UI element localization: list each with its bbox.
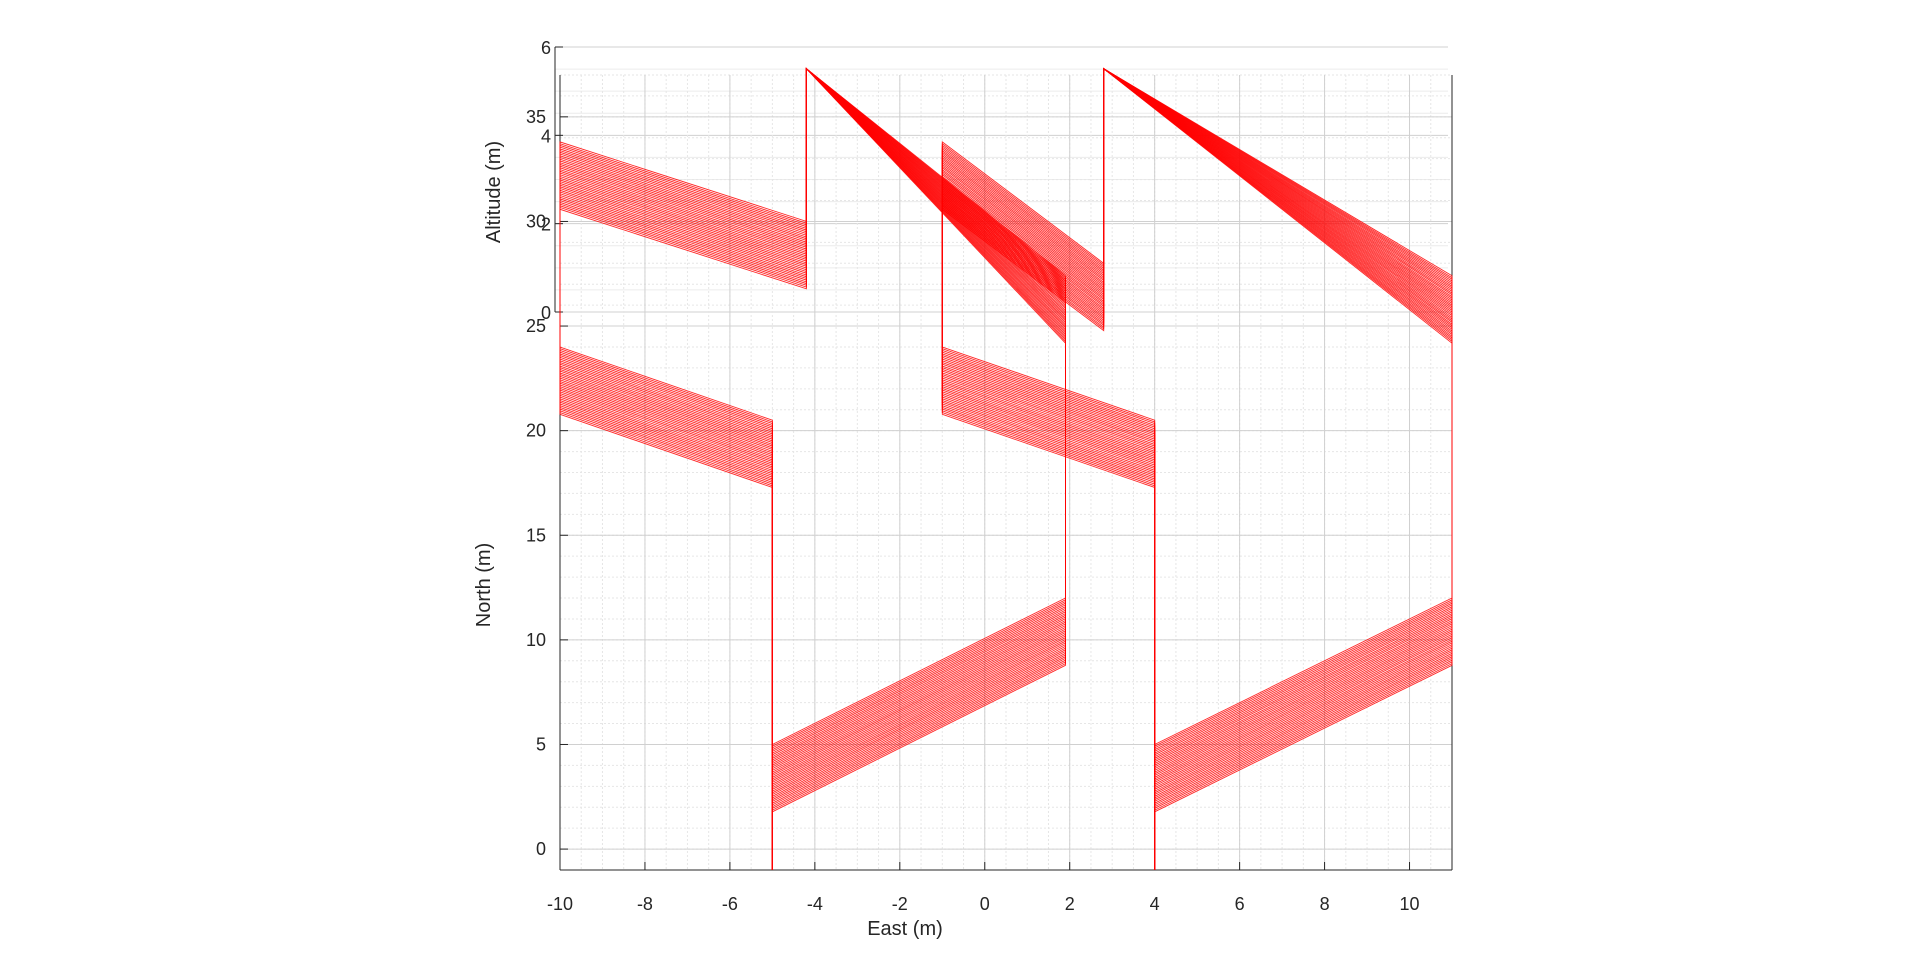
tick-labels: -10 -8 -6 -4 -2 0 2 4 6 8 10 0 5 10 15 20 25 30 35 0 2 4 6 bbox=[526, 38, 1420, 914]
y-tick-label: 5 bbox=[536, 734, 546, 754]
z-axis-label: Altitude (m) bbox=[483, 141, 505, 243]
y-tick-label: 30 bbox=[526, 211, 546, 231]
flight-path-sweep bbox=[559, 67, 1066, 870]
x-tick-label: 0 bbox=[980, 894, 990, 914]
z-tick-label: 4 bbox=[541, 126, 551, 146]
x-axis-label: East (m) bbox=[867, 918, 943, 940]
x-tick-label: 10 bbox=[1400, 894, 1420, 914]
x-tick-label: 2 bbox=[1065, 894, 1075, 914]
x-tick-label: -6 bbox=[722, 894, 738, 914]
y-tick-label: 20 bbox=[526, 421, 546, 441]
y-tick-label: 35 bbox=[526, 107, 546, 127]
x-tick-label: 4 bbox=[1150, 894, 1160, 914]
y-tick-label: 25 bbox=[526, 316, 546, 336]
x-tick-label: -10 bbox=[547, 894, 573, 914]
x-tick-label: 6 bbox=[1235, 894, 1245, 914]
flight-path-sweep bbox=[941, 67, 1453, 870]
x-tick-label: -2 bbox=[892, 894, 908, 914]
y-tick-label: 0 bbox=[536, 839, 546, 859]
z-tick-label: 6 bbox=[541, 38, 551, 58]
z-tick-label: 2 bbox=[541, 215, 551, 235]
y-tick-label: 15 bbox=[526, 525, 546, 545]
plot-grid bbox=[559, 74, 1453, 871]
x-tick-label: -4 bbox=[807, 894, 823, 914]
y-axis-label: North (m) bbox=[473, 543, 495, 627]
flight-path-1 bbox=[559, 67, 1066, 870]
flight-path-2 bbox=[941, 67, 1453, 870]
y-tick-label: 10 bbox=[526, 630, 546, 650]
x-tick-label: 8 bbox=[1320, 894, 1330, 914]
z-tick-label: 0 bbox=[541, 303, 551, 323]
x-tick-label: -8 bbox=[637, 894, 653, 914]
flight-paths bbox=[559, 67, 1453, 870]
